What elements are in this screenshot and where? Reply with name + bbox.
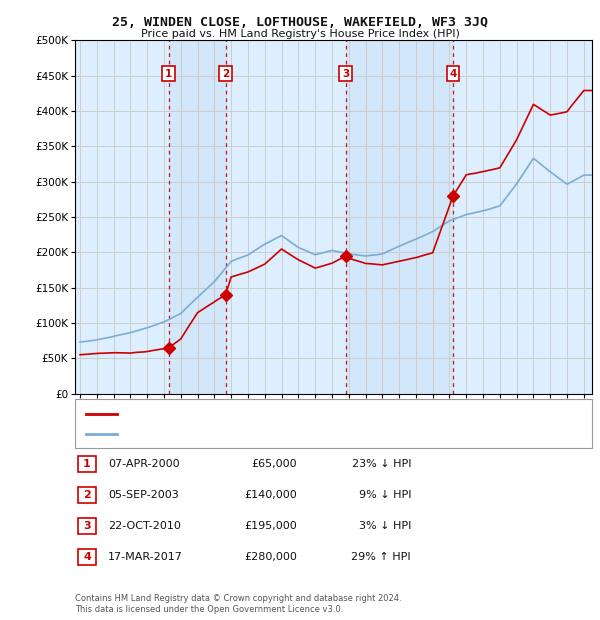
Text: Contains HM Land Registry data © Crown copyright and database right 2024.: Contains HM Land Registry data © Crown c… — [75, 593, 401, 603]
Text: 1: 1 — [165, 69, 172, 79]
Text: 4: 4 — [83, 552, 91, 562]
Text: HPI: Average price, detached house, Wakefield: HPI: Average price, detached house, Wake… — [123, 429, 351, 439]
Text: 3% ↓ HPI: 3% ↓ HPI — [359, 521, 411, 531]
Text: 25, WINDEN CLOSE, LOFTHOUSE, WAKEFIELD, WF3 3JQ (detached house): 25, WINDEN CLOSE, LOFTHOUSE, WAKEFIELD, … — [123, 409, 481, 419]
Text: 05-SEP-2003: 05-SEP-2003 — [108, 490, 179, 500]
Text: £65,000: £65,000 — [251, 459, 297, 469]
Text: 07-APR-2000: 07-APR-2000 — [108, 459, 179, 469]
Text: 2: 2 — [222, 69, 229, 79]
Text: £195,000: £195,000 — [244, 521, 297, 531]
Text: 29% ↑ HPI: 29% ↑ HPI — [352, 552, 411, 562]
Text: 1: 1 — [83, 459, 91, 469]
Text: This data is licensed under the Open Government Licence v3.0.: This data is licensed under the Open Gov… — [75, 604, 343, 614]
Text: 23% ↓ HPI: 23% ↓ HPI — [352, 459, 411, 469]
Bar — [346, 40, 453, 394]
Text: £140,000: £140,000 — [244, 490, 297, 500]
Text: 4: 4 — [449, 69, 457, 79]
Text: Price paid vs. HM Land Registry's House Price Index (HPI): Price paid vs. HM Land Registry's House … — [140, 29, 460, 39]
Text: 2: 2 — [83, 490, 91, 500]
Text: 3: 3 — [342, 69, 349, 79]
Text: 22-OCT-2010: 22-OCT-2010 — [108, 521, 181, 531]
Bar — [169, 40, 226, 394]
Text: 3: 3 — [83, 521, 91, 531]
Text: 9% ↓ HPI: 9% ↓ HPI — [359, 490, 411, 500]
Text: £280,000: £280,000 — [244, 552, 297, 562]
Text: 17-MAR-2017: 17-MAR-2017 — [108, 552, 183, 562]
Text: 25, WINDEN CLOSE, LOFTHOUSE, WAKEFIELD, WF3 3JQ: 25, WINDEN CLOSE, LOFTHOUSE, WAKEFIELD, … — [112, 16, 488, 29]
